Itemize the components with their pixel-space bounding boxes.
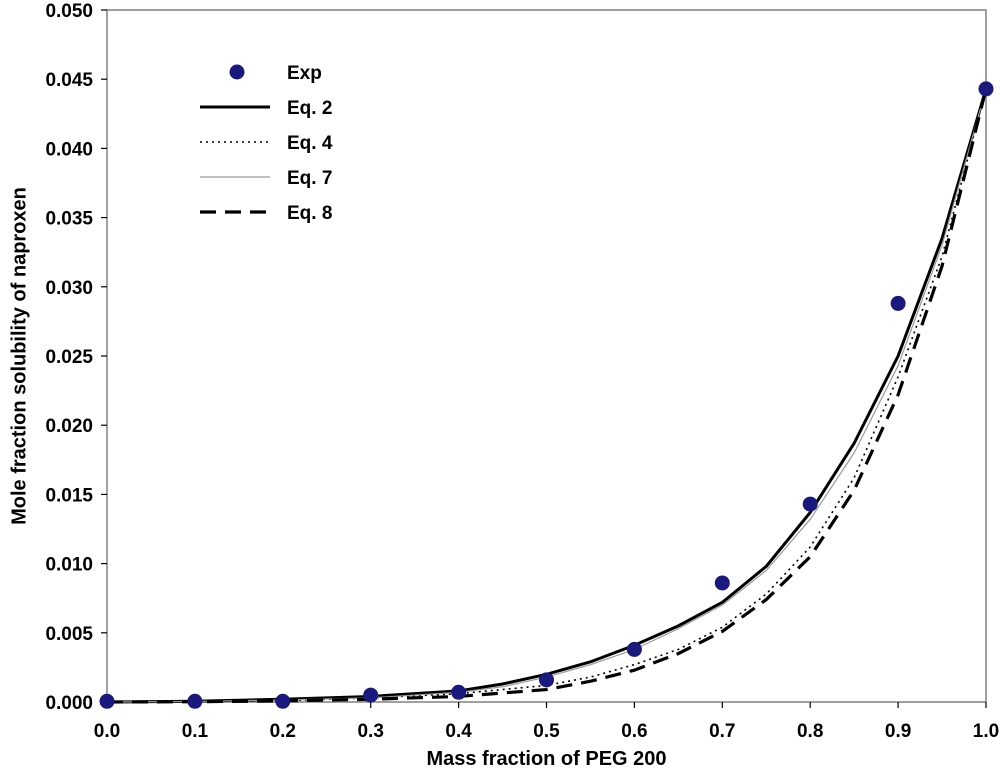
x-tick-label: 0.6 [621,721,647,742]
data-point-exp [363,687,379,703]
y-axis-ticks: 0.000 0.005 0.010 0.015 0.020 0.025 0.030 0.035… [45,1,107,714]
x-tick-label: 0.7 [709,721,735,742]
data-point-exp [714,575,730,591]
x-tick-label: 0.8 [797,721,823,742]
y-tick-label: 0.005 [45,624,93,645]
data-point-exp [451,684,467,700]
x-tick-label: 0.1 [182,721,209,742]
y-tick-label: 0.010 [45,555,93,576]
x-tick-label: 0.4 [445,721,472,742]
plot-area [106,9,987,703]
y-tick-label: 0.000 [45,693,93,714]
y-tick-label: 0.030 [45,278,93,299]
data-point-exp [99,693,115,709]
legend-label-eq-7: Eq. 7 [287,168,332,189]
y-axis-title: Mole fraction solubility of naproxen [8,187,30,525]
y-tick-label: 0.015 [45,485,93,506]
y-tick-label: 0.050 [45,1,93,22]
data-point-exp [890,295,906,311]
legend-label-eq-4: Eq. 4 [287,133,333,154]
legend-label-exp: Exp [287,63,322,84]
series-line-eq-4 [106,88,987,703]
legend-label-eq-2: Eq. 2 [287,98,332,119]
data-point-exp [539,672,554,688]
x-tick-label: 1.0 [973,721,999,742]
series-line-eq-2 [106,88,988,704]
data-point-exp [187,693,203,709]
y-tick-label: 0.045 [45,70,93,91]
x-tick-label: 0.0 [94,721,120,742]
series-line-eq-8 [106,88,988,704]
y-tick-label: 0.040 [45,139,93,160]
x-tick-label: 0.3 [357,721,383,742]
data-point-exp [802,496,818,512]
y-tick-label: 0.025 [45,347,93,368]
x-tick-label: 0.2 [270,721,296,742]
x-tick-label: 0.5 [533,721,560,742]
y-tick-label: 0.020 [45,416,93,437]
data-point-exp [626,641,642,657]
legend: Exp Eq. 2 Eq. 4 Eq. 7 Eq. 8 [200,63,333,224]
x-tick-label: 0.9 [885,721,911,742]
data-point-exp [275,693,291,709]
y-tick-label: 0.035 [45,209,93,230]
data-point-exp [978,81,994,97]
legend-label-eq-8: Eq. 8 [287,203,332,224]
x-axis-title: Mass fraction of PEG 200 [426,748,666,770]
x-axis-ticks: 0.0 0.1 0.2 0.3 0.4 0.5 0.6 0.7 0.8 0.9 1.0 [94,702,999,742]
legend-marker-exp [229,64,245,80]
series-layer [99,81,994,709]
series-line-eq-7 [106,88,987,703]
